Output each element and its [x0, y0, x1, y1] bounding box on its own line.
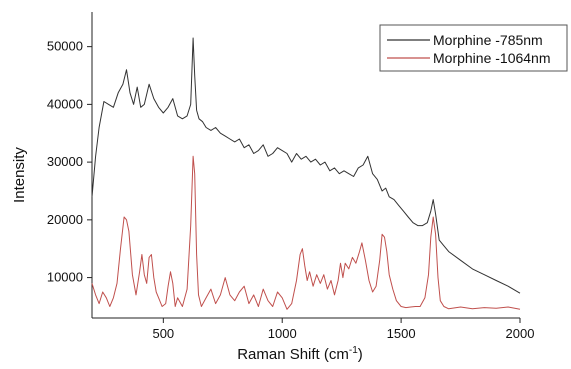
- y-tick-label: 40000: [47, 96, 83, 111]
- y-axis-title: Intensity: [11, 147, 28, 203]
- y-tick-label: 20000: [47, 212, 83, 227]
- y-tick-label: 30000: [47, 154, 83, 169]
- x-tick-label: 2000: [506, 326, 535, 341]
- legend-label-1064nm: Morphine -1064nm: [433, 50, 551, 66]
- y-tick-label: 10000: [47, 270, 83, 285]
- x-tick-label: 1000: [268, 326, 297, 341]
- x-ticks: 500 1000 1500 2000: [152, 318, 534, 341]
- y-tick-label: 50000: [47, 39, 83, 54]
- legend-box: [379, 24, 568, 72]
- x-axis-title-tail: ): [358, 346, 363, 363]
- legend: Morphine -785nm Morphine -1064nm: [379, 24, 568, 72]
- x-tick-label: 500: [152, 326, 174, 341]
- x-axis-title: Raman Shift (cm-1): [237, 345, 363, 363]
- series-group: [91, 37, 521, 310]
- series-line-785nm: [91, 37, 521, 294]
- x-axis-title-superscript: -1: [349, 345, 358, 356]
- legend-label-785nm: Morphine -785nm: [433, 32, 543, 48]
- series-line-1064nm: [91, 155, 521, 310]
- x-axis-title-main: Raman Shift (cm: [237, 346, 349, 363]
- y-ticks: 10000 20000 30000 40000 50000: [47, 39, 92, 285]
- x-tick-label: 1500: [387, 326, 416, 341]
